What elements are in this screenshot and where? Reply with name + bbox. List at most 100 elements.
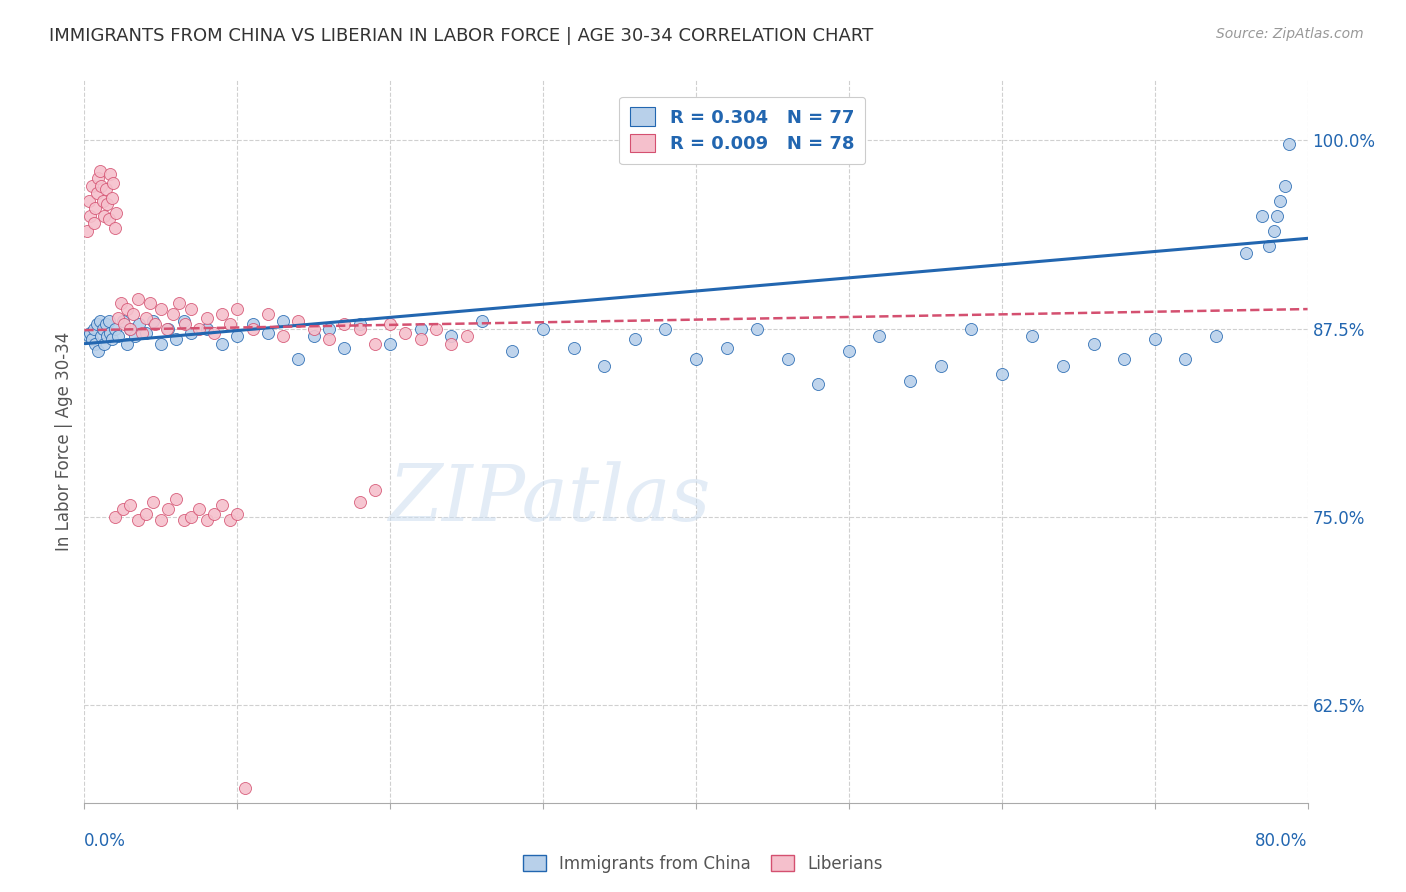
Point [188, 321, 211, 335]
Point [101, 191, 124, 205]
Point [115, 302, 138, 317]
Point [364, 483, 387, 497]
Point [80, 178, 103, 193]
Point [188, 502, 211, 516]
Point [173, 314, 195, 328]
Point [79, 209, 101, 223]
Point [124, 329, 146, 343]
Point [157, 321, 180, 335]
Point [257, 326, 280, 341]
Point [716, 341, 738, 355]
Point [107, 329, 129, 343]
Point [898, 375, 921, 389]
Point [139, 296, 162, 310]
Point [195, 311, 218, 326]
Point [226, 302, 249, 317]
Point [226, 507, 249, 521]
Point [156, 321, 179, 335]
Point [1114, 351, 1136, 366]
Point [97, 314, 120, 328]
Point [1263, 224, 1285, 238]
Point [1258, 239, 1281, 253]
Point [135, 507, 157, 521]
Point [318, 332, 340, 346]
Point [111, 502, 134, 516]
Point [135, 326, 157, 341]
Point [409, 321, 432, 335]
Point [991, 367, 1014, 381]
Point [111, 314, 134, 328]
Text: ZIPatlas: ZIPatlas [388, 461, 710, 538]
Point [83, 321, 105, 335]
Point [195, 513, 218, 527]
Point [349, 317, 371, 331]
Point [218, 513, 240, 527]
Point [333, 317, 356, 331]
Point [142, 495, 165, 509]
Point [180, 302, 202, 317]
Point [80, 332, 103, 346]
Point [302, 329, 325, 343]
Point [94, 317, 117, 331]
Point [174, 317, 197, 331]
Point [77, 329, 100, 343]
Point [120, 321, 142, 335]
Point [869, 329, 891, 343]
Point [149, 336, 172, 351]
Point [101, 332, 124, 346]
Point [165, 491, 187, 506]
Legend: Immigrants from China, Liberians: Immigrants from China, Liberians [516, 848, 890, 880]
Point [838, 344, 860, 359]
Point [83, 216, 105, 230]
Y-axis label: In Labor Force | Age 30-34: In Labor Force | Age 30-34 [55, 332, 73, 551]
Point [502, 344, 524, 359]
Point [202, 326, 225, 341]
Point [115, 336, 138, 351]
Point [173, 513, 195, 527]
Point [654, 321, 676, 335]
Point [104, 220, 127, 235]
Point [86, 186, 108, 201]
Point [84, 201, 107, 215]
Point [349, 495, 371, 509]
Point [122, 307, 145, 321]
Point [807, 377, 830, 392]
Point [195, 321, 218, 335]
Point [120, 498, 142, 512]
Point [394, 326, 416, 341]
Point [776, 351, 799, 366]
Point [1052, 359, 1074, 374]
Point [93, 209, 115, 223]
Point [127, 292, 149, 306]
Legend: R = 0.304   N = 77, R = 0.009   N = 78: R = 0.304 N = 77, R = 0.009 N = 78 [620, 96, 865, 164]
Point [149, 302, 172, 317]
Point [157, 502, 180, 516]
Point [409, 332, 432, 346]
Point [226, 329, 249, 343]
Point [562, 341, 585, 355]
Point [93, 336, 115, 351]
Point [380, 317, 402, 331]
Point [1236, 246, 1258, 260]
Point [1278, 136, 1301, 151]
Point [425, 321, 447, 335]
Text: IMMIGRANTS FROM CHINA VS LIBERIAN IN LABOR FORCE | AGE 30-34 CORRELATION CHART: IMMIGRANTS FROM CHINA VS LIBERIAN IN LAB… [49, 27, 873, 45]
Point [76, 224, 98, 238]
Point [162, 307, 184, 321]
Point [127, 513, 149, 527]
Point [91, 194, 114, 208]
Point [287, 314, 309, 328]
Point [456, 329, 478, 343]
Point [1083, 336, 1105, 351]
Point [143, 317, 166, 331]
Point [929, 359, 952, 374]
Point [1250, 209, 1272, 223]
Point [271, 314, 294, 328]
Point [271, 329, 294, 343]
Point [87, 171, 110, 186]
Point [593, 359, 616, 374]
Point [105, 206, 128, 220]
Point [90, 178, 112, 193]
Point [167, 296, 190, 310]
Point [107, 311, 129, 326]
